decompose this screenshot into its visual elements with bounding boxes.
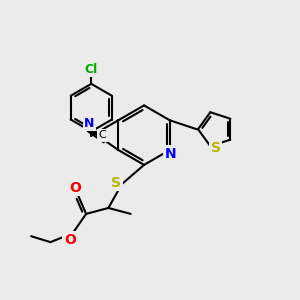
Text: C: C	[99, 130, 106, 140]
Text: Cl: Cl	[85, 62, 98, 76]
Text: N: N	[84, 117, 94, 130]
Text: N: N	[165, 147, 176, 160]
Text: O: O	[70, 181, 81, 195]
Text: S: S	[111, 176, 122, 190]
Text: O: O	[64, 233, 76, 247]
Text: S: S	[211, 141, 221, 154]
